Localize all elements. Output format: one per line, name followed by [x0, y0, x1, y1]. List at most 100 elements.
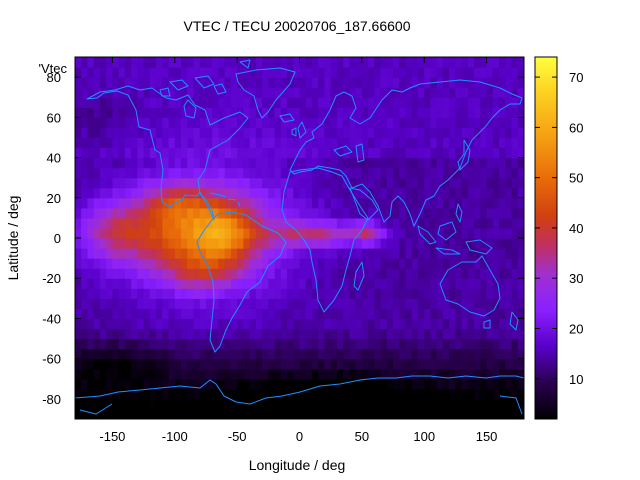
heatmap-cell [505, 408, 513, 419]
colorbar-tick-label: 50 [569, 171, 583, 186]
heatmap-cell [243, 87, 251, 98]
heatmap-cell [505, 348, 513, 360]
heatmap-cell [224, 328, 232, 340]
heatmap-cell [237, 207, 244, 219]
heatmap-cell [343, 197, 350, 209]
heatmap-cell [449, 338, 457, 350]
heatmap-cell [137, 167, 145, 179]
heatmap-cell [243, 268, 251, 279]
heatmap-cell [205, 67, 213, 78]
heatmap-cell [517, 167, 524, 179]
heatmap-cell [330, 67, 338, 78]
heatmap-cell [480, 67, 488, 78]
heatmap-cell [343, 298, 350, 309]
heatmap-cell [243, 57, 251, 68]
heatmap-cell [511, 197, 519, 209]
heatmap-cell [330, 238, 338, 249]
heatmap-cell [187, 338, 195, 350]
heatmap-cell [87, 358, 95, 370]
heatmap-cell [99, 288, 107, 299]
heatmap-cell [480, 107, 488, 118]
heatmap-cell [499, 187, 506, 199]
heatmap-cell [442, 77, 450, 88]
heatmap-cell [386, 137, 394, 149]
heatmap-cell [243, 77, 251, 88]
heatmap-cell [149, 238, 157, 249]
heatmap-cell [393, 167, 400, 179]
heatmap-cell [449, 207, 457, 219]
heatmap-cell [455, 388, 463, 400]
heatmap-cell [417, 268, 425, 279]
heatmap-cell [174, 97, 182, 108]
heatmap-cell [361, 388, 369, 400]
heatmap-cell [143, 238, 151, 249]
heatmap-cell [380, 298, 388, 309]
heatmap-cell [349, 388, 357, 400]
heatmap-cell [199, 187, 207, 199]
heatmap-cell [187, 268, 195, 279]
heatmap-cell [467, 147, 475, 159]
heatmap-cell [243, 358, 251, 370]
heatmap-cell [137, 137, 145, 149]
heatmap-cell [374, 338, 382, 350]
heatmap-cell [517, 77, 524, 88]
heatmap-cell [174, 107, 182, 118]
heatmap-cell [324, 248, 332, 259]
coastline-hudson-bay [183, 99, 197, 119]
heatmap-cell [449, 197, 457, 209]
heatmap-cell [293, 378, 301, 390]
heatmap-cell [156, 87, 163, 98]
heatmap-cell [205, 258, 213, 269]
heatmap-cell [499, 308, 506, 320]
heatmap-cell [368, 207, 375, 219]
heatmap-cell [193, 167, 201, 179]
heatmap-cell [237, 368, 244, 380]
colorbar-tick-label: 30 [569, 271, 583, 286]
heatmap-cell [436, 398, 444, 410]
heatmap-cell [93, 127, 101, 139]
heatmap-cell [511, 388, 519, 400]
heatmap-cell [492, 288, 500, 299]
heatmap-cell [112, 378, 120, 390]
heatmap-cell [311, 248, 319, 259]
heatmap-cell [492, 238, 500, 249]
heatmap-cell [168, 268, 176, 279]
heatmap-cell [149, 378, 157, 390]
heatmap-cell [174, 207, 182, 219]
heatmap-cell [262, 97, 269, 108]
heatmap-cell [305, 368, 313, 380]
heatmap-cell [181, 398, 188, 410]
heatmap-cell [442, 338, 450, 350]
heatmap-cell [386, 328, 394, 340]
heatmap-cell [218, 408, 226, 419]
heatmap-cell [474, 238, 481, 249]
heatmap-cell [106, 97, 114, 108]
heatmap-cell [374, 57, 382, 68]
heatmap-cell [486, 167, 494, 179]
heatmap-cell [106, 368, 114, 380]
heatmap-cell [411, 358, 419, 370]
heatmap-cell [230, 288, 238, 299]
heatmap-cell [143, 97, 151, 108]
heatmap-cell [212, 248, 220, 259]
heatmap-cell [99, 117, 107, 128]
heatmap-cell [374, 97, 382, 108]
heatmap-cell [262, 388, 269, 400]
heatmap-cell [156, 268, 163, 279]
heatmap-cell [230, 217, 238, 229]
heatmap-cell [486, 238, 494, 249]
heatmap-cell [81, 157, 89, 169]
heatmap-cell [75, 238, 82, 249]
heatmap-cell [411, 87, 419, 98]
heatmap-cell [118, 97, 126, 108]
heatmap-cell [374, 197, 382, 209]
heatmap-cell [449, 77, 457, 88]
heatmap-cell [492, 57, 500, 68]
heatmap-cell [87, 57, 95, 68]
heatmap-cell [505, 77, 513, 88]
heatmap-cell [255, 268, 263, 279]
heatmap-cell [374, 358, 382, 370]
heatmap-cell [75, 77, 82, 88]
heatmap-cell [305, 358, 313, 370]
